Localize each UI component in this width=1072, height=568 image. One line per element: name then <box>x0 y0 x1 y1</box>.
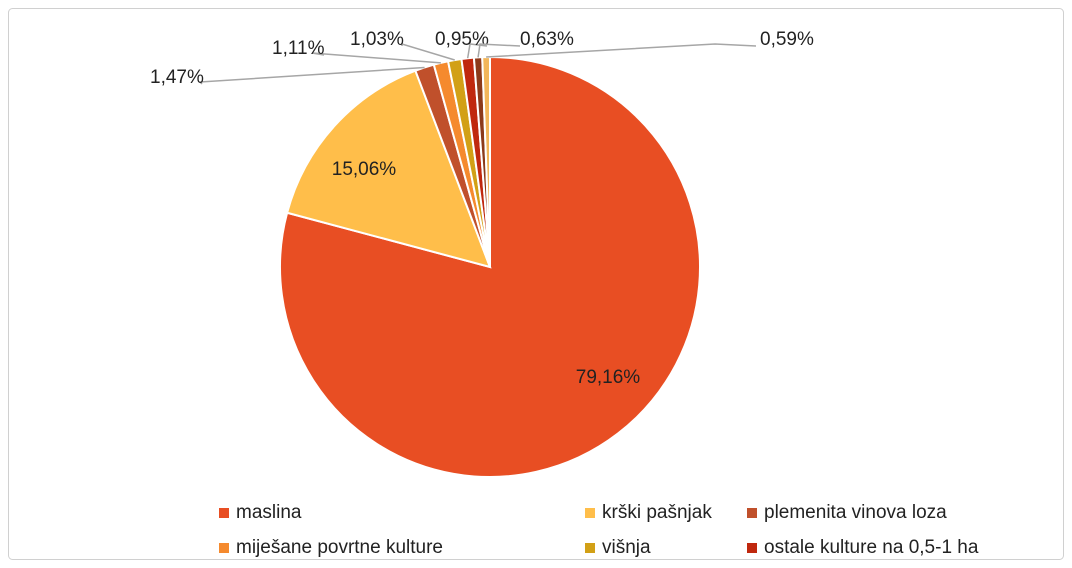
leader-line <box>486 43 757 58</box>
leader-line <box>466 43 488 59</box>
data-label: 1,03% <box>350 29 404 50</box>
leader-line <box>477 43 521 58</box>
legend-swatch <box>747 543 757 553</box>
data-label: 1,11% <box>272 38 325 59</box>
legend-label: plemenita vinova loza <box>764 502 947 523</box>
legend-label: miješane povrtne kulture <box>236 537 443 558</box>
legend-label: maslina <box>236 502 302 523</box>
data-label: 79,16% <box>576 367 641 388</box>
data-label: 0,59% <box>760 29 814 50</box>
data-label: 1,47% <box>150 67 204 88</box>
leader-line <box>311 52 441 64</box>
legend-label: ostale kulture na 0,5-1 ha <box>764 537 979 558</box>
data-label: 0,95% <box>435 29 489 50</box>
legend-swatch <box>747 508 757 518</box>
legend-swatch <box>585 543 595 553</box>
data-label: 15,06% <box>332 159 397 180</box>
legend-label: krški pašnjak <box>602 502 712 523</box>
leader-line <box>198 66 425 85</box>
legend-label: višnja <box>602 537 651 558</box>
pie-slice <box>285 69 492 269</box>
data-label: 0,63% <box>520 29 574 50</box>
legend-swatch <box>219 508 229 518</box>
legend-swatch <box>219 543 229 553</box>
leader-line <box>401 42 455 61</box>
legend-swatch <box>585 508 595 518</box>
